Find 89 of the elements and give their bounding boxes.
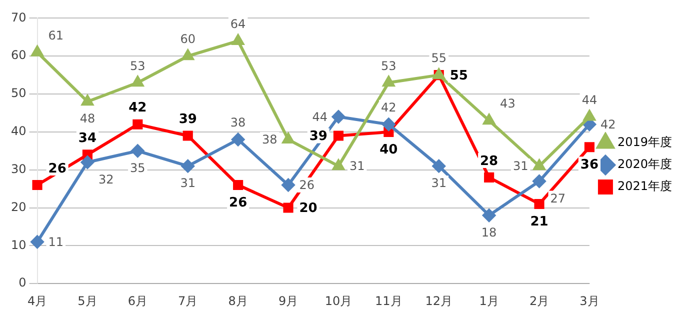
data-label: 43 <box>500 96 516 111</box>
point <box>31 46 44 56</box>
point <box>132 76 144 87</box>
data-label: 38 <box>262 132 278 147</box>
y-tick-label: 40 <box>10 124 26 138</box>
point <box>584 110 596 121</box>
data-label: 26 <box>299 178 315 192</box>
data-label: 40 <box>380 142 398 158</box>
x-tick-label: 7月 <box>178 294 198 308</box>
data-label: 48 <box>80 112 96 126</box>
point <box>482 208 496 222</box>
point <box>382 76 394 87</box>
point <box>534 198 544 210</box>
data-label: 31 <box>431 176 447 190</box>
data-label: 61 <box>48 28 64 42</box>
data-label: 38 <box>230 116 246 130</box>
point <box>333 130 344 141</box>
point <box>483 114 495 125</box>
point <box>484 172 494 182</box>
data-label: 42 <box>128 100 147 116</box>
data-label: 39 <box>178 112 197 128</box>
data-label: 55 <box>450 68 468 84</box>
y-tick-label: 0 <box>18 276 26 290</box>
legend-label: 2020年度 <box>617 157 672 172</box>
point <box>32 180 42 190</box>
data-label: 28 <box>480 154 498 169</box>
y-tick-label: 30 <box>10 162 26 176</box>
point <box>332 160 344 170</box>
data-label: 21 <box>530 214 548 230</box>
data-label: 11 <box>48 235 64 250</box>
x-tick-label: 5月 <box>78 294 98 308</box>
y-tick-label: 20 <box>10 200 26 214</box>
point <box>181 160 194 173</box>
data-label: 42 <box>381 100 396 114</box>
x-tick-label: 2月 <box>529 294 550 308</box>
point <box>132 119 143 130</box>
data-label: 44 <box>582 92 598 107</box>
data-label: 27 <box>550 191 566 206</box>
x-tick-label: 10月 <box>324 294 352 308</box>
x-tick-label: 11月 <box>375 294 402 308</box>
point <box>382 118 396 131</box>
data-label: 53 <box>381 58 396 73</box>
data-label: 35 <box>130 161 146 176</box>
data-label: 53 <box>130 58 146 73</box>
x-tick-label: 6月 <box>128 294 148 308</box>
point <box>533 160 546 170</box>
data-label: 18 <box>481 225 497 240</box>
data-label: 39 <box>309 129 328 144</box>
x-tick-label: 1月 <box>479 294 499 308</box>
data-label: 55 <box>431 51 447 66</box>
point <box>232 133 245 146</box>
data-label: 60 <box>180 32 196 46</box>
point <box>584 142 594 152</box>
data-label: 31 <box>349 159 365 174</box>
data-label: 34 <box>78 131 97 146</box>
y-tick-label: 70 <box>10 10 26 24</box>
point <box>283 202 294 213</box>
data-label: 32 <box>98 172 114 186</box>
point <box>182 50 194 60</box>
data-label: 42 <box>600 117 616 132</box>
point <box>532 174 546 188</box>
y-tick-label: 60 <box>10 48 26 62</box>
legend-label: 2019年度 <box>617 135 672 150</box>
point <box>182 130 193 141</box>
point <box>82 95 94 106</box>
y-tick-label: 10 <box>10 238 26 252</box>
data-label: 26 <box>48 161 66 176</box>
y-tick-label: 50 <box>10 86 26 100</box>
point <box>232 34 244 45</box>
point <box>282 178 295 192</box>
point <box>332 110 345 124</box>
x-tick-label: 3月 <box>580 294 600 308</box>
point <box>80 156 94 169</box>
data-label: 44 <box>312 110 328 124</box>
data-label: 64 <box>230 17 246 32</box>
data-label: 31 <box>180 176 196 190</box>
x-tick-label: 9月 <box>278 294 298 308</box>
data-label: 36 <box>580 157 599 172</box>
x-tick-label: 8月 <box>228 294 248 308</box>
point <box>131 144 144 158</box>
point <box>282 133 294 144</box>
point <box>432 160 446 173</box>
data-label: 26 <box>229 195 248 210</box>
legend-label: 2021年度 <box>617 179 672 194</box>
point <box>233 180 244 190</box>
x-tick-label: 4月 <box>27 294 48 308</box>
data-label: 31 <box>512 159 528 174</box>
data-label: 20 <box>299 201 318 216</box>
x-tick-label: 12月 <box>425 294 453 308</box>
